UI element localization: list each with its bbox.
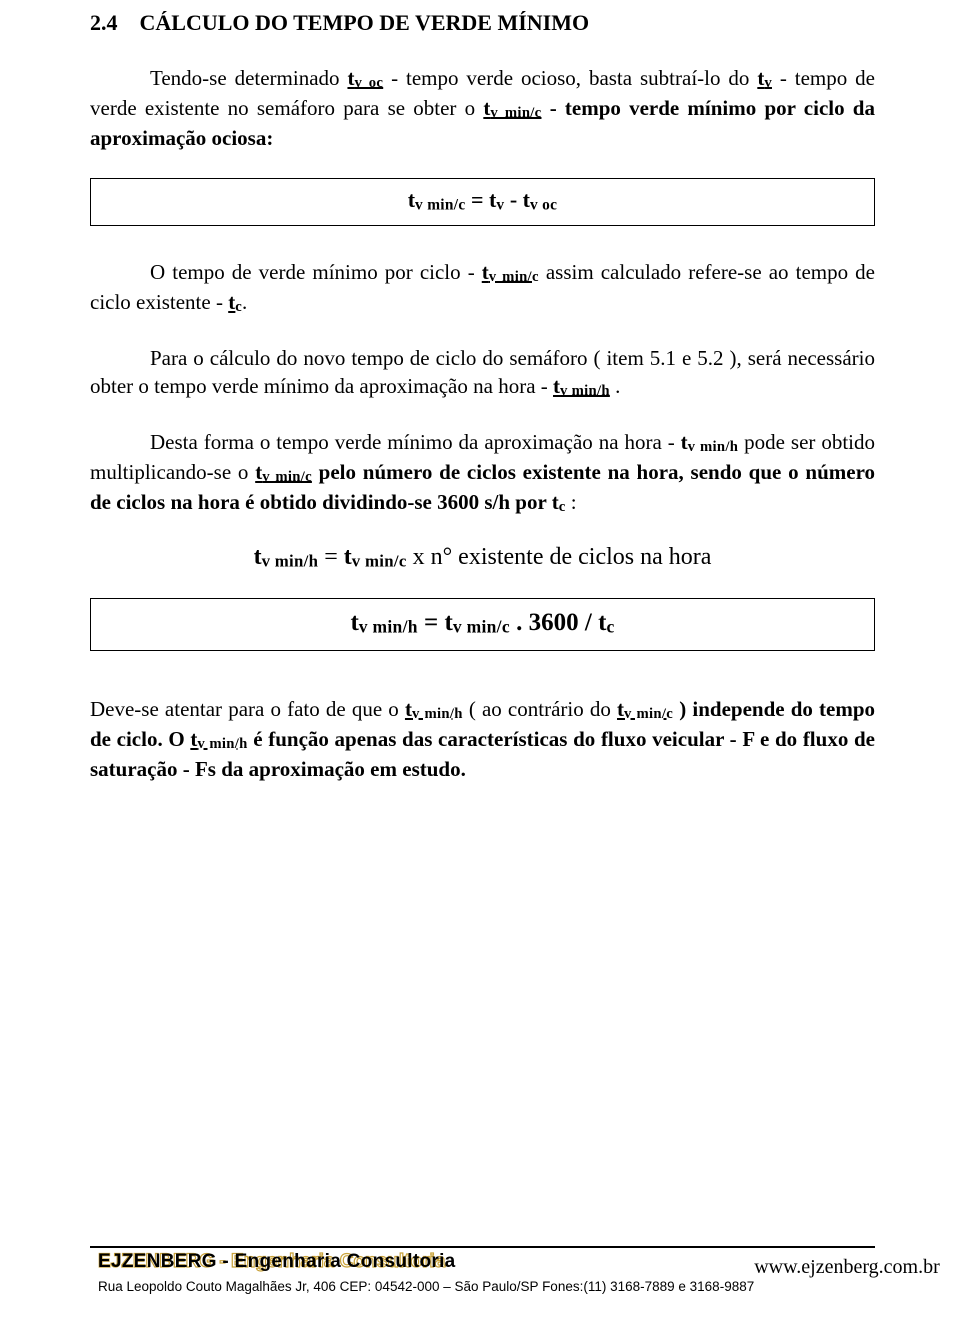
f3-bt: t bbox=[445, 609, 453, 636]
p1-b: - tempo verde ocioso, basta subtraí-lo d… bbox=[383, 66, 757, 90]
p4-bold-tc: tc bbox=[552, 490, 566, 514]
p3-bold: tv min/h bbox=[553, 374, 610, 398]
company-block: EJZENBERG - Engenharia Consultoria EJZEN… bbox=[98, 1250, 754, 1294]
p3-b: . bbox=[610, 374, 621, 398]
f1-lhs-sub: v min/c bbox=[415, 197, 465, 214]
formula-center: tv min/h = tv min/c x n° existente de ci… bbox=[90, 544, 875, 572]
tvminh3-t: t bbox=[405, 697, 412, 721]
p4-bold1: tv min/h bbox=[681, 430, 739, 454]
page-container: 2.4 CÁLCULO DO TEMPO DE VERDE MÍNIMO Tend… bbox=[0, 0, 960, 1318]
f3-bs: v min/c bbox=[453, 617, 510, 637]
var-tvminh-2: tv min/h bbox=[681, 430, 739, 454]
f3-c: 3600 / tc bbox=[529, 609, 615, 636]
f1-r1: tv bbox=[489, 187, 504, 212]
f3-a: tv min/h bbox=[350, 609, 417, 636]
tvminh3-sub: v min/h bbox=[412, 706, 463, 722]
company-address: Rua Leopoldo Couto Magalhães Jr, 406 CEP… bbox=[98, 1279, 754, 1294]
tv-sub: v bbox=[764, 75, 772, 91]
f2-as: v min/h bbox=[262, 552, 319, 571]
tc-sub: c bbox=[235, 299, 242, 315]
paragraph-5: Deve-se atentar para o fato de que o tv … bbox=[90, 695, 875, 783]
tvminc4-sub: v min/c bbox=[624, 706, 673, 722]
formula-box-1: tv min/c = tv - tv oc bbox=[90, 178, 875, 225]
tc2-sub: c bbox=[559, 500, 566, 516]
var-tvminc-4: tv min/c bbox=[617, 697, 673, 721]
tvminc3-sub: v min/c bbox=[262, 469, 312, 485]
f3-cs: c bbox=[606, 617, 614, 637]
p5-b: ( ao contrário do bbox=[463, 697, 617, 721]
paragraph-4: Desta forma o tempo verde mínimo da apro… bbox=[90, 428, 875, 518]
f3-at: t bbox=[350, 609, 358, 636]
company-name-svg: EJZENBERG - Engenharia Consultoria EJZEN… bbox=[98, 1250, 528, 1272]
var-tvminc-2: tv min/c bbox=[482, 260, 539, 284]
formula-box-2: tv min/h = tv min/c . 3600 / tc bbox=[90, 598, 875, 651]
website-text: www.ejzenberg.com.br bbox=[754, 1256, 940, 1279]
var-tvminh: tv min/h bbox=[553, 374, 610, 398]
section-heading: 2.4 CÁLCULO DO TEMPO DE VERDE MÍNIMO bbox=[90, 10, 875, 36]
var-tvminh-4: tv min/h bbox=[190, 727, 247, 751]
tvminc4-t: t bbox=[617, 697, 624, 721]
paragraph-2: O tempo de verde mínimo por ciclo - tv m… bbox=[90, 258, 875, 318]
f2-eq: = bbox=[318, 544, 344, 570]
f2-b: tv min/c bbox=[344, 544, 407, 570]
f1-eq: = bbox=[465, 187, 489, 212]
footer-right: www.ejzenberg.com.br 10 bbox=[754, 1250, 960, 1279]
f1-lhs: tv min/c bbox=[408, 187, 466, 212]
tvminh4-sub: v min/h bbox=[197, 736, 247, 752]
paragraph-1: Tendo-se determinado tv oc - tempo verde… bbox=[90, 64, 875, 152]
var-tvminh-3: tv min/h bbox=[405, 697, 463, 721]
footer-row: EJZENBERG - Engenharia Consultoria EJZEN… bbox=[0, 1250, 960, 1298]
f3-as: v min/h bbox=[359, 617, 418, 637]
p3-a: Para o cálculo do novo tempo de ciclo do… bbox=[90, 346, 875, 398]
var-tvminc-3: tv min/c bbox=[255, 460, 312, 484]
var-tc: tc bbox=[228, 290, 242, 314]
content-area: 2.4 CÁLCULO DO TEMPO DE VERDE MÍNIMO Tend… bbox=[90, 10, 875, 783]
f3-ct: 3600 / t bbox=[529, 609, 607, 636]
var-tv: tv bbox=[757, 66, 772, 90]
var-tvoc: tv oc bbox=[347, 66, 383, 90]
f3-b: tv min/c bbox=[445, 609, 510, 636]
tvminc2-sub: v min/c bbox=[489, 269, 539, 285]
f1-r2: tv oc bbox=[523, 187, 558, 212]
p4-a: Desta forma o tempo verde mínimo da apro… bbox=[150, 430, 681, 454]
tvminh-t: t bbox=[553, 374, 560, 398]
f1-lhs-t: t bbox=[408, 187, 415, 212]
section-title-text: CÁLCULO DO TEMPO DE VERDE MÍNIMO bbox=[140, 10, 590, 35]
f3-dot: . bbox=[510, 609, 529, 636]
f2-at: t bbox=[254, 544, 262, 570]
tvminc-sub: v min/c bbox=[490, 105, 541, 121]
tvminh2-t: t bbox=[681, 430, 688, 454]
company-name-text: EJZENBERG - Engenharia Consultoria bbox=[98, 1251, 456, 1272]
section-number: 2.4 bbox=[90, 10, 118, 36]
f3-eq: = bbox=[418, 609, 445, 636]
f2-bs: v min/c bbox=[352, 552, 407, 571]
f2-bt: t bbox=[344, 544, 352, 570]
f2-mid: x n° existente de ciclos na hora bbox=[407, 544, 712, 570]
f1-r2-t: t bbox=[523, 187, 530, 212]
p2-a: O tempo de verde mínimo por ciclo - bbox=[150, 260, 482, 284]
tvminh2-sub: v min/h bbox=[688, 439, 739, 455]
tc2-t: t bbox=[552, 490, 559, 514]
f1-r2-sub: v oc bbox=[530, 197, 557, 214]
var-tvminc: tv min/c bbox=[483, 96, 541, 120]
footer: EJZENBERG - Engenharia Consultoria EJZEN… bbox=[0, 1246, 960, 1298]
bold-tc-wrap: tc bbox=[228, 290, 242, 314]
paragraph-3: Para o cálculo do novo tempo de ciclo do… bbox=[90, 344, 875, 402]
p5-a: Deve-se atentar para o fato de que o bbox=[90, 697, 405, 721]
tvminc2-t: t bbox=[482, 260, 489, 284]
p4-d: : bbox=[566, 490, 577, 514]
f2-a: tv min/h bbox=[254, 544, 319, 570]
tvminh-sub: v min/h bbox=[560, 383, 610, 399]
f1-minus: - bbox=[504, 187, 522, 212]
tvoc-sub: v oc bbox=[354, 75, 383, 91]
p2-c: . bbox=[242, 290, 247, 314]
footer-rule bbox=[90, 1246, 875, 1248]
p1-a: Tendo-se determinado bbox=[150, 66, 347, 90]
var-tc-2: tc bbox=[552, 490, 566, 514]
